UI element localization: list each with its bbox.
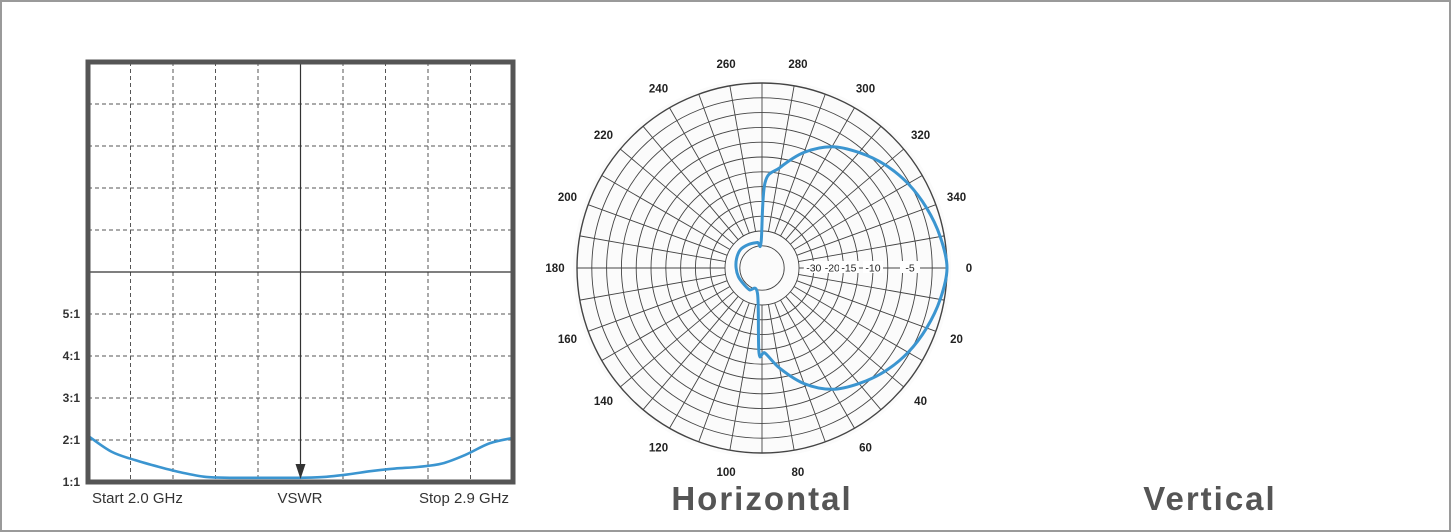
angle-label: 320 — [911, 130, 930, 142]
angle-label: 340 — [947, 192, 966, 204]
vswr-y-tick-label: 2:1 — [63, 433, 81, 447]
radial-label-bg — [863, 261, 883, 273]
angle-label: 200 — [558, 192, 577, 204]
radial-db-label: -5 — [905, 263, 914, 275]
vswr-title: VSWR — [278, 490, 323, 507]
angle-label: 180 — [545, 263, 564, 275]
polar-spoke — [774, 302, 826, 442]
angle-label: 140 — [594, 396, 613, 408]
angle-label: 160 — [558, 334, 577, 346]
polar-spoke — [780, 299, 855, 429]
vswr-chart: 1:1 2:1 3:1 4:1 5:1 Start 2.0 GHz VSWR Stop … — [63, 59, 516, 507]
polar-spoke — [642, 125, 739, 240]
vswr-y-tick-label: 5:1 — [63, 307, 81, 321]
vertical-title: Vertical — [1143, 480, 1276, 517]
polar-spoke — [669, 299, 744, 429]
polar-spoke — [642, 296, 739, 411]
polar-spoke — [588, 204, 728, 256]
angle-label: 20 — [950, 334, 963, 346]
polar-spoke — [767, 85, 795, 232]
polar-spoke — [619, 291, 734, 388]
polar-spoke — [698, 302, 750, 442]
angle-label: 240 — [649, 84, 668, 96]
polar-spoke — [796, 280, 936, 332]
polar-background — [573, 79, 951, 457]
angle-label: 60 — [859, 442, 872, 454]
polar-spoke — [601, 286, 731, 361]
angle-label: 80 — [792, 467, 805, 479]
angle-label: 0 — [966, 263, 972, 275]
radial-db-label: -30 — [806, 263, 821, 275]
angle-label: 280 — [788, 59, 807, 71]
radial-label-bg — [838, 261, 859, 273]
polar-spoke — [579, 273, 726, 301]
polar-spoke — [774, 94, 826, 234]
radial-db-label: -20 — [825, 263, 840, 275]
radial-db-label: -15 — [841, 263, 856, 275]
vertical-polar-chart: -30 -20 -15 -10 -5 0 20 40 60 80 100 120 140 160 180 20… — [545, 59, 972, 479]
polar-spoke — [767, 304, 795, 451]
radial-label-bg — [900, 261, 920, 273]
angle-label: 120 — [649, 442, 668, 454]
vswr-start-label: Start 2.0 GHz — [92, 490, 183, 507]
polar-spoke — [669, 107, 744, 237]
polar-spoke — [780, 107, 855, 237]
polar-spoke — [798, 235, 945, 263]
vswr-y-tick-label: 3:1 — [63, 391, 81, 405]
polar-pattern-trace — [734, 145, 949, 391]
angle-label: 40 — [914, 396, 927, 408]
vswr-plot-frame — [85, 59, 516, 485]
radial-label-bg — [822, 261, 843, 273]
vswr-y-tick-label: 1:1 — [63, 475, 81, 489]
vswr-y-ticks: 1:1 2:1 3:1 4:1 5:1 — [63, 307, 81, 489]
polar-spoke — [729, 304, 757, 451]
angle-label: 260 — [716, 59, 735, 71]
polar-spoke — [785, 125, 882, 240]
polar-spoke — [619, 148, 734, 245]
polar-spoke — [796, 204, 936, 256]
polar-spoke — [785, 296, 882, 411]
radial-label-bg — [803, 261, 824, 273]
polar-spoke — [793, 175, 923, 250]
angle-label: 100 — [716, 467, 735, 479]
polar-ring — [739, 245, 785, 291]
polar-spoke — [601, 175, 731, 250]
radial-db-label: -10 — [865, 263, 880, 275]
polar-spoke — [698, 94, 750, 234]
vswr-marker-arrowhead — [295, 464, 306, 479]
angle-label: 220 — [594, 130, 613, 142]
polar-spoke — [729, 85, 757, 232]
horizontal-title: Horizontal — [671, 480, 852, 517]
polar-spoke — [793, 286, 923, 361]
polar-spoke — [798, 273, 945, 301]
polar-spoke — [579, 235, 726, 263]
vswr-stop-label: Stop 2.9 GHz — [419, 490, 509, 507]
vswr-y-tick-label: 4:1 — [63, 349, 81, 363]
angle-label: 300 — [856, 84, 875, 96]
polar-spoke — [588, 280, 728, 332]
